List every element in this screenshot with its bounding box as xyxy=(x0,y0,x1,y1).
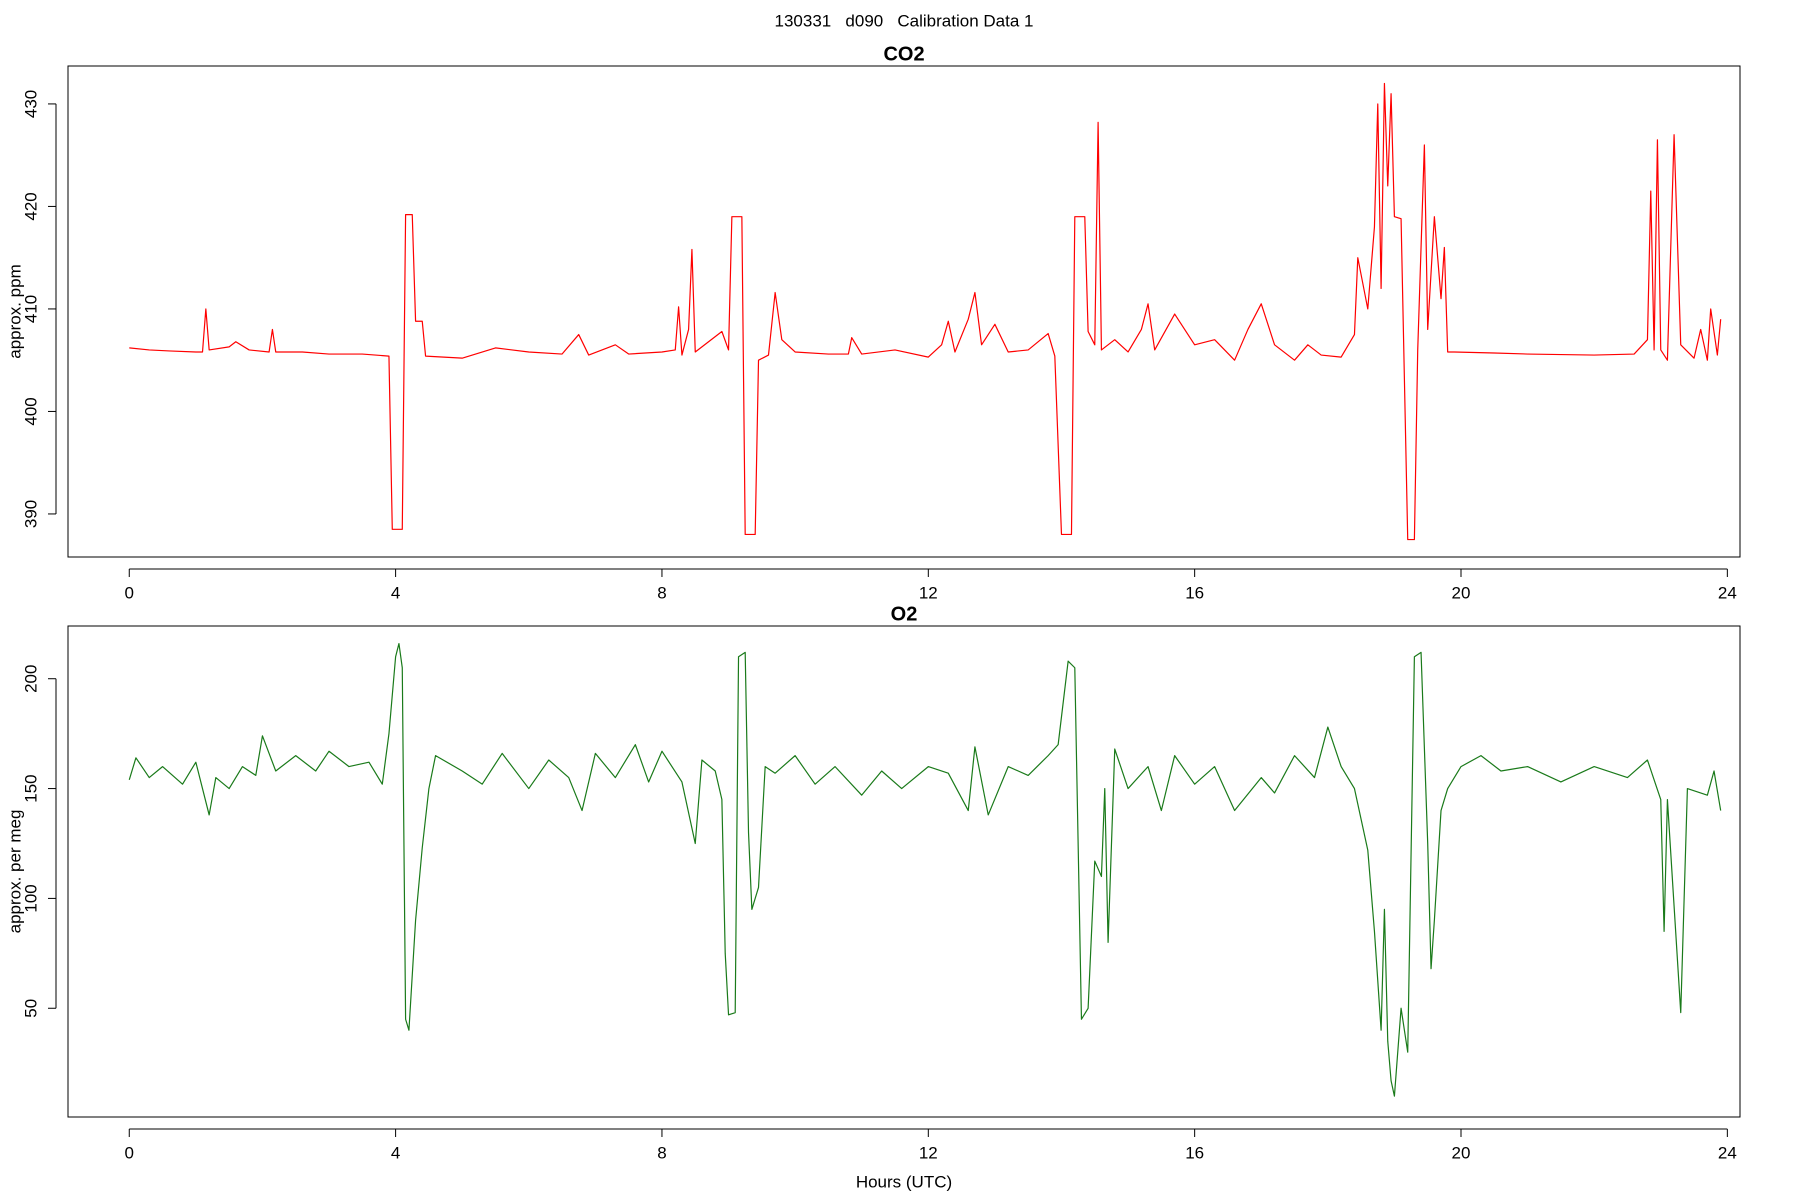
figure-title: 130331 d090 Calibration Data 1 xyxy=(775,11,1034,30)
x-tick-label: 16 xyxy=(1185,583,1204,602)
x-tick-label: 4 xyxy=(391,1143,400,1162)
x-tick-label: 8 xyxy=(657,1143,666,1162)
panel-title: O2 xyxy=(891,603,918,625)
x-tick-label: 12 xyxy=(919,583,938,602)
x-tick-label: 0 xyxy=(125,583,134,602)
y-tick-label: 100 xyxy=(21,884,40,912)
data-line xyxy=(128,642,1722,1097)
y-tick-label: 50 xyxy=(21,999,40,1018)
y-tick-label: 390 xyxy=(21,500,40,528)
x-tick-label: 24 xyxy=(1718,1143,1737,1162)
y-tick-label: 420 xyxy=(21,192,40,220)
x-axis-label: Hours (UTC) xyxy=(856,1172,952,1191)
x-tick-label: 4 xyxy=(391,583,400,602)
y-tick-label: 430 xyxy=(21,90,40,118)
x-tick-label: 20 xyxy=(1452,583,1471,602)
x-tick-label: 20 xyxy=(1452,1143,1471,1162)
plot-box xyxy=(67,65,1741,558)
x-tick-label: 12 xyxy=(919,1143,938,1162)
y-axis-label: approx. ppm xyxy=(5,264,24,359)
y-tick-label: 400 xyxy=(21,397,40,425)
data-line xyxy=(129,82,1722,541)
y-tick-label: 200 xyxy=(21,665,40,693)
y-tick-label: 150 xyxy=(21,774,40,802)
x-tick-label: 16 xyxy=(1185,1143,1204,1162)
x-tick-label: 24 xyxy=(1718,583,1737,602)
plot-box xyxy=(67,625,1741,1118)
y-axis-label: approx. per meg xyxy=(5,810,24,934)
x-tick-label: 0 xyxy=(125,1143,134,1162)
x-tick-label: 8 xyxy=(657,583,666,602)
y-tick-label: 410 xyxy=(21,295,40,323)
panel-title: CO2 xyxy=(883,43,924,65)
